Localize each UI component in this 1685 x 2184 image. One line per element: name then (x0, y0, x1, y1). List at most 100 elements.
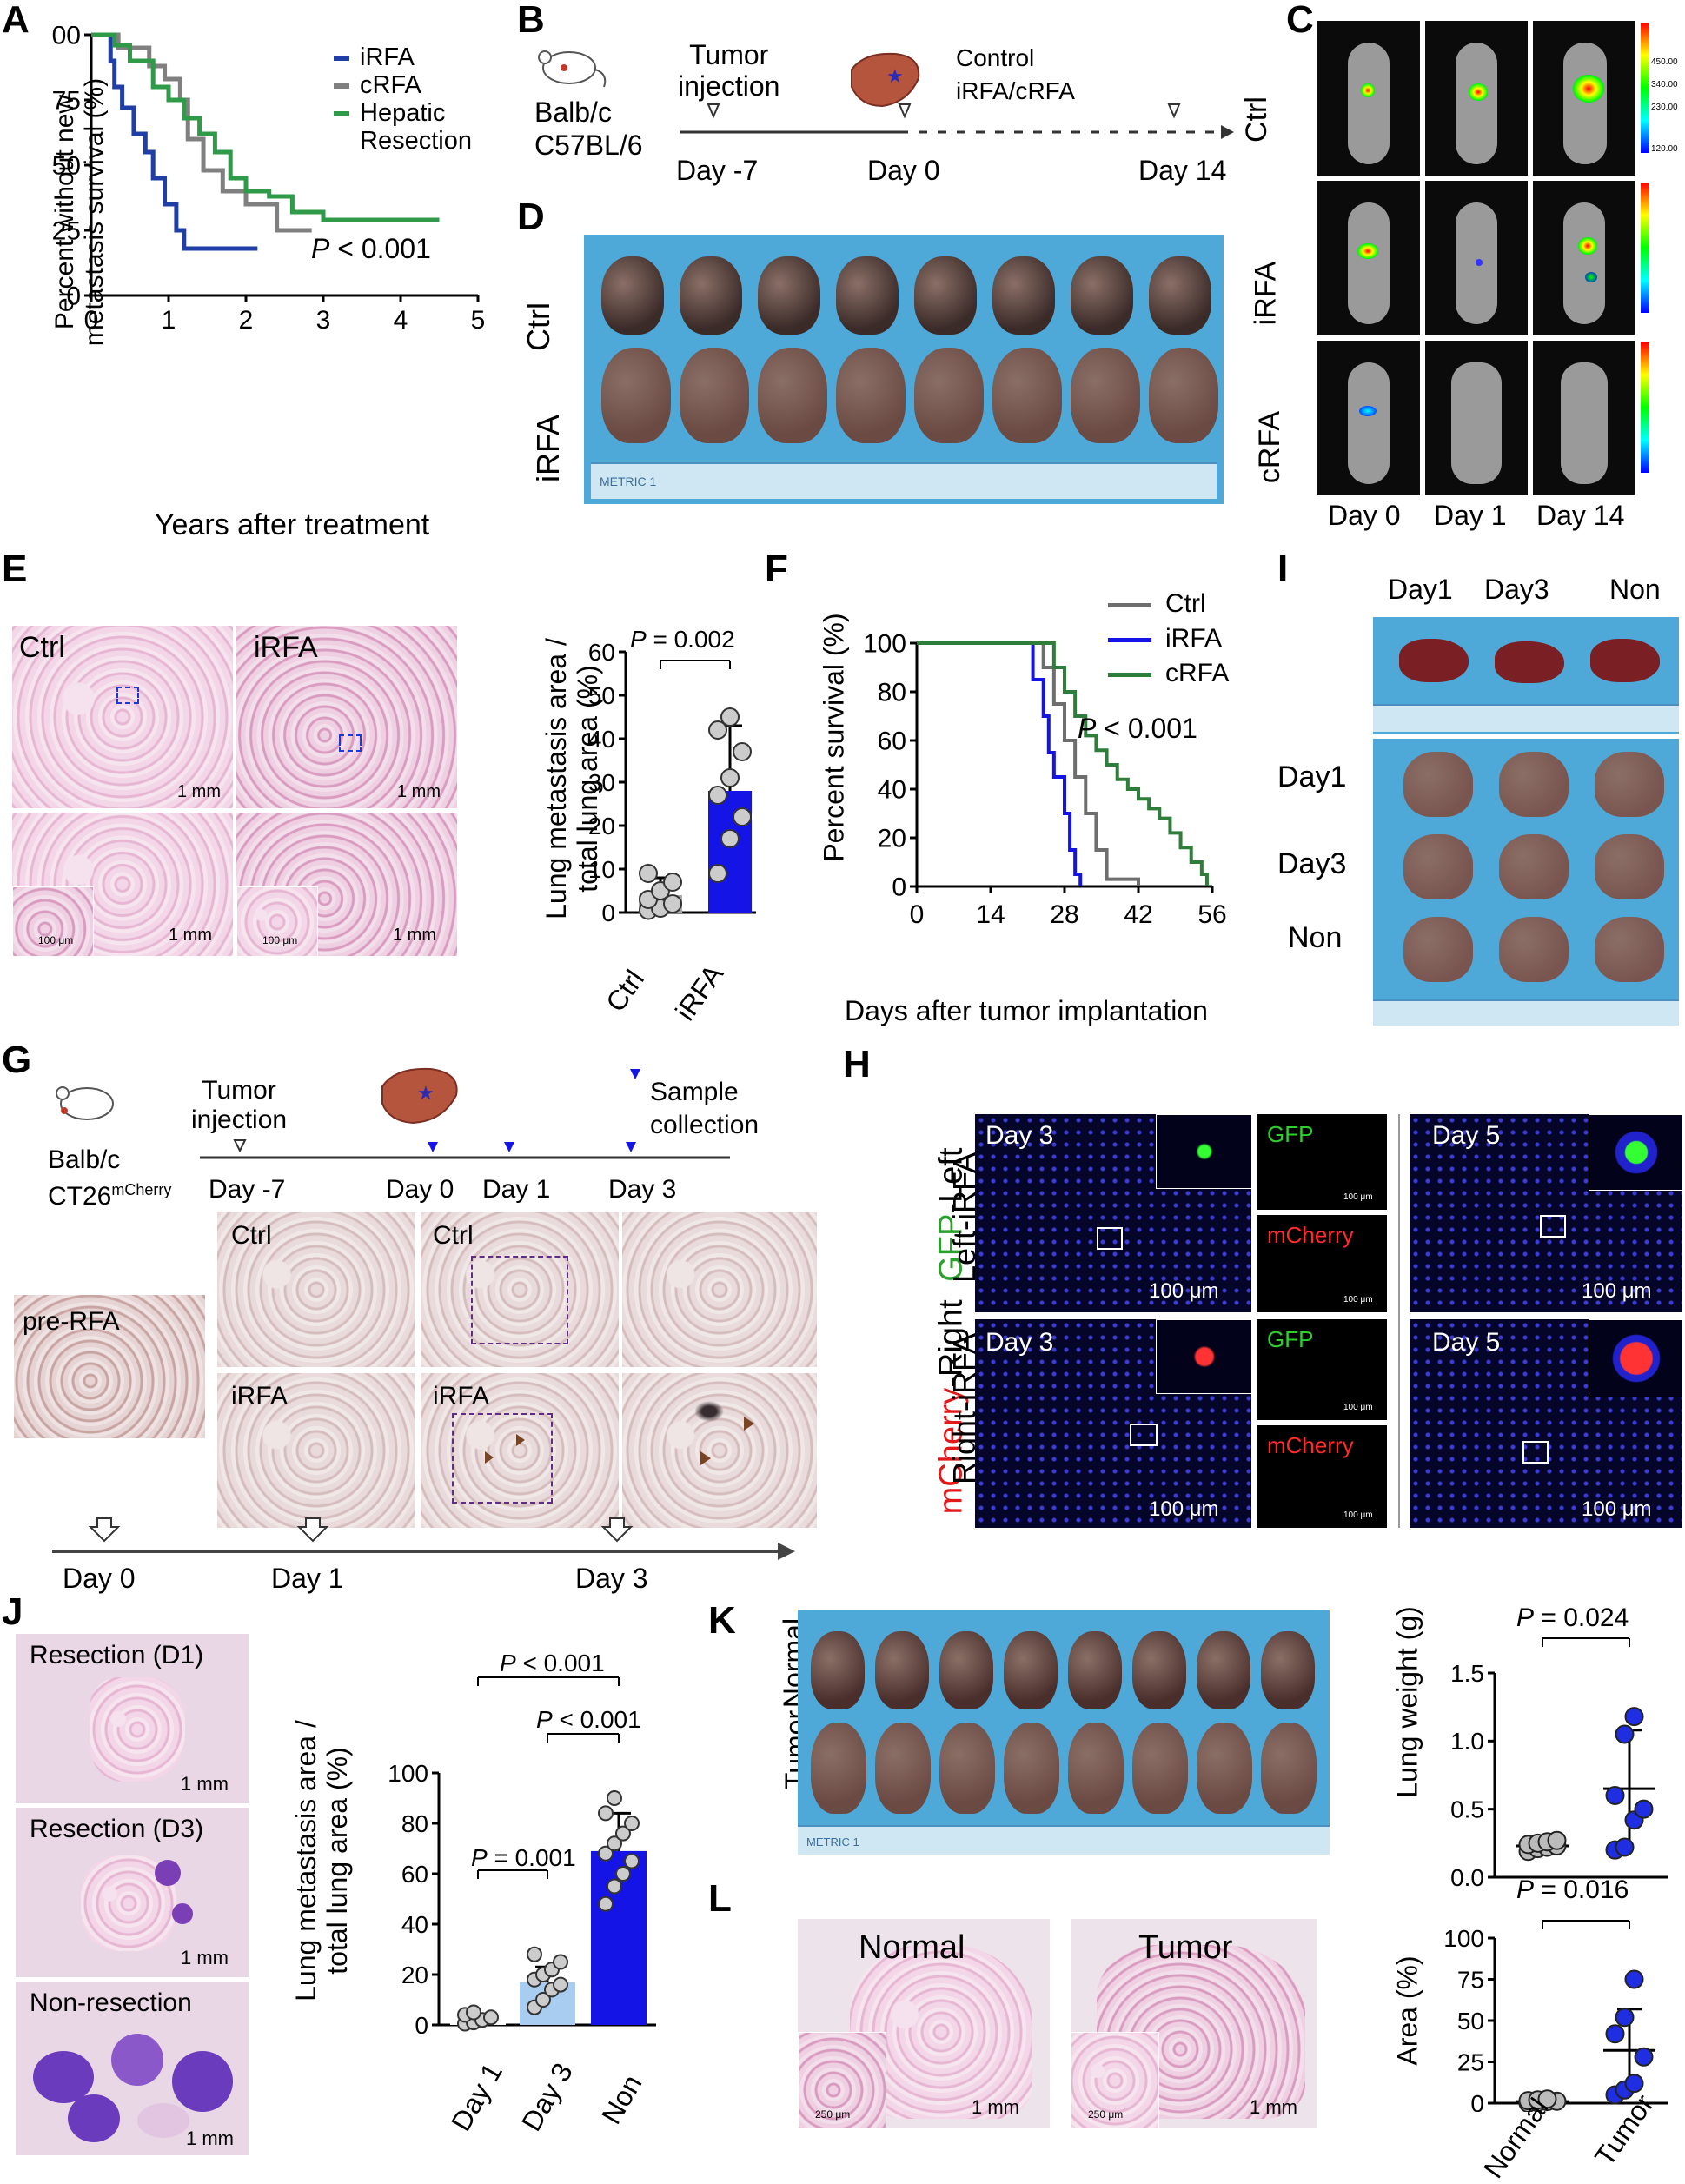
panel-g-strains: Balb/c CT26mCherry (48, 1145, 172, 1211)
panel-c-ivis-grid (1317, 21, 1639, 495)
panel-e-group-irfa: iRFA (669, 959, 730, 1026)
panel-label-g: G (2, 1039, 32, 1081)
lung-specimen (875, 1631, 929, 1709)
panel-label-e: E (2, 548, 28, 590)
panel-a-chart: 0 25 50 75 100 0 1 2 3 4 5 (52, 26, 486, 335)
panel-e-chart: 0 10 20 30 40 50 60 (588, 639, 756, 926)
panel-g-ctrl-day1: Ctrl (217, 1212, 415, 1367)
data-point (708, 786, 727, 805)
x-tick-label: 3 (316, 306, 331, 335)
lung-specimen (1499, 752, 1569, 817)
data-point (720, 768, 740, 787)
panel-f-chart: 0 20 40 60 80 100 0 14 28 42 56 (863, 630, 1227, 930)
data-point (1537, 2089, 1557, 2109)
panel-j-non-resection: Non-resection 1 mm (16, 1982, 249, 2155)
data-point (639, 864, 658, 883)
liver-icon: ★ (381, 1067, 458, 1125)
data-point (598, 1845, 614, 1862)
y-tick-label: 100 (388, 1760, 428, 1787)
panel-l-chart: 0 25 50 75 100 (1443, 1920, 1668, 2112)
x-tick-label: 0 (910, 900, 925, 929)
mouse-icon (56, 1086, 114, 1120)
data-point (733, 807, 752, 826)
panel-l-ylabel: Area (%) (1391, 1955, 1423, 2066)
lung-specimen (939, 1723, 995, 1814)
data-point (1634, 1799, 1654, 1819)
panel-g-irfa-day1: iRFA (217, 1373, 415, 1528)
y-tick-label: 50 (588, 682, 615, 709)
x-tick-label: 0 (84, 306, 99, 335)
data-point (1624, 2074, 1644, 2094)
lung-specimen (1403, 917, 1473, 982)
lung-specimen (1261, 1631, 1315, 1709)
panel-j-p3: P = 0.001 (471, 1844, 576, 1871)
lung-specimen (1068, 1631, 1122, 1709)
panel-e-irfa-high: 100 μm 1 mm (236, 813, 457, 956)
lung-specimen (836, 348, 906, 443)
panel-g-sample-collection: Sample collection (650, 1078, 760, 1139)
panel-i-row-non: Non (1288, 921, 1343, 954)
y-tick-label: 60 (401, 1861, 428, 1888)
panel-c-row-ctrl: Ctrl (1239, 96, 1273, 143)
lung-specimen (1071, 348, 1140, 443)
y-tick-label: 80 (878, 679, 906, 707)
panel-d-row-irfa: iRFA (530, 414, 567, 483)
panel-c-color-scales: 450.00 340.00 230.00 120.00 (1641, 23, 1682, 497)
lung-specimen (680, 348, 749, 443)
y-tick-label: 40 (588, 726, 615, 753)
panel-i-col-day1: Day1 (1388, 574, 1453, 605)
lung-specimen (601, 348, 671, 443)
x-tick-label: 5 (471, 306, 486, 335)
lung-specimen (811, 1723, 866, 1814)
data-point (598, 1805, 614, 1822)
x-tick-label: 56 (1197, 900, 1226, 929)
lung-specimen (914, 348, 984, 443)
panel-g-bottom-day3: Day 3 (575, 1563, 648, 1594)
panel-k-ylabel: Lung weight (g) (1391, 1606, 1423, 1798)
lung-specimen (1132, 1631, 1186, 1709)
lung-specimen (1499, 917, 1569, 982)
y-tick-label: 75 (52, 87, 81, 116)
panel-e-group-ctrl: Ctrl (600, 964, 651, 1018)
lung-specimen (1197, 1631, 1250, 1709)
y-tick-label: 0 (892, 873, 906, 902)
lung-specimen (992, 348, 1062, 443)
y-tick-label: 80 (401, 1810, 428, 1837)
panel-f-xlabel: Days after tumor implantation (845, 995, 1208, 1026)
panel-label-a: A (2, 0, 30, 41)
y-tick-label: 0 (415, 2012, 428, 2034)
panel-h-right-day5: Day 5 100 μm (1410, 1319, 1682, 1528)
x-tick-label: 42 (1124, 900, 1152, 929)
panel-g-ctrl-day3: Ctrl (421, 1212, 619, 1367)
y-tick-label: 1.0 (1450, 1728, 1484, 1755)
panel-i-row-day3: Day3 (1277, 847, 1347, 880)
lung-specimen (914, 256, 977, 335)
y-tick-label: 20 (588, 813, 615, 840)
lung-specimen (1403, 752, 1473, 817)
panel-h-left-day3: Day 3 100 μm (975, 1114, 1251, 1312)
data-point (1624, 1707, 1644, 1727)
panel-a-pvalue: P < 0.001 (311, 233, 431, 264)
panel-b-day-m7: Day -7 (676, 155, 759, 186)
panel-j-group-day3: Day 3 (515, 2057, 579, 2136)
liver-icon: ★ (851, 52, 920, 108)
x-tick-label: 1 (162, 306, 176, 335)
panel-l-normal: Normal 1 mm 250 μm (798, 1919, 1050, 2128)
y-tick-label: 100 (863, 630, 906, 659)
panel-c-row-crfa: cRFA (1253, 410, 1287, 484)
panel-label-h: H (843, 1043, 871, 1085)
panel-b-strains: Balb/c C57BL/6 (534, 96, 643, 161)
series-line-irfa (91, 32, 258, 251)
panel-e-irfa-low: iRFA 1 mm (236, 626, 457, 808)
panel-l-pvalue: P = 0.016 (1516, 1875, 1629, 1904)
data-point (527, 1946, 542, 1962)
y-tick-label: 50 (52, 152, 81, 181)
data-point (733, 742, 752, 761)
data-point (607, 1835, 622, 1852)
panel-f-pvalue: P < 0.001 (1078, 713, 1197, 744)
data-point (615, 1866, 631, 1882)
panel-c-row-irfa: iRFA (1249, 261, 1283, 326)
data-point (663, 894, 682, 913)
panel-label-i: I (1277, 548, 1289, 590)
data-point (1615, 2008, 1635, 2028)
